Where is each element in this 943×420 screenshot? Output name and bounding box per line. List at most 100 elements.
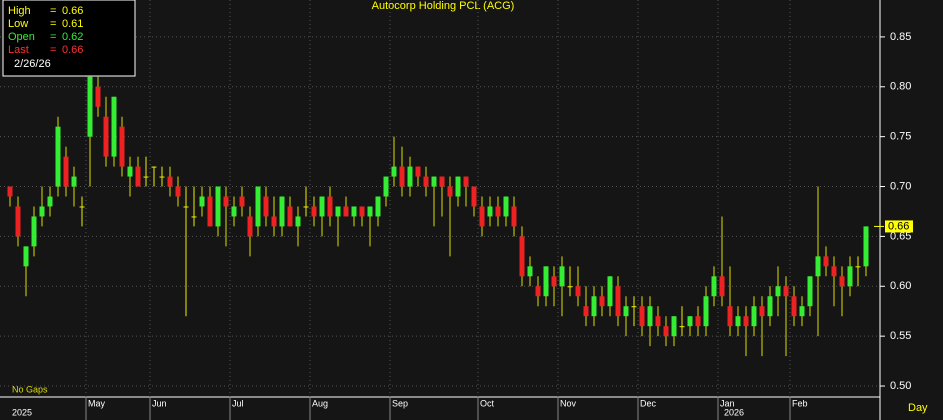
candle-body	[191, 216, 197, 218]
candle-body	[55, 126, 61, 187]
x-tick-label: Feb	[792, 398, 808, 408]
year-label: 2025	[12, 407, 32, 417]
candle-body	[399, 166, 405, 187]
candle-body	[535, 286, 541, 297]
candle-body	[207, 196, 213, 227]
candle-body	[847, 266, 853, 287]
candle-body	[183, 206, 189, 208]
candle-body	[279, 196, 285, 227]
candle-body	[383, 176, 389, 197]
x-tick-label: Nov	[560, 398, 577, 408]
x-tick-label: Jan	[720, 398, 735, 408]
info-value: 0.61	[62, 18, 83, 30]
candle-body	[575, 286, 581, 297]
candle-body	[271, 216, 277, 227]
candle-body	[311, 206, 317, 217]
candle-body	[127, 166, 133, 177]
candle-body	[87, 76, 93, 137]
period-label: Day	[908, 402, 928, 414]
x-tick-label: Aug	[312, 398, 328, 408]
candle-body	[695, 316, 701, 327]
candle-body	[215, 186, 221, 227]
info-separator: =	[50, 31, 56, 43]
candle-body	[335, 206, 341, 217]
candle-body	[439, 176, 445, 187]
y-tick-label: 0.50	[890, 380, 911, 392]
candle-body	[71, 176, 77, 187]
candle-body	[359, 206, 365, 217]
candle-body	[703, 296, 709, 327]
candle-body	[7, 186, 13, 197]
candle-body	[415, 166, 421, 177]
candle-body	[391, 166, 397, 177]
candle-body	[263, 196, 269, 217]
candle-body	[119, 126, 125, 167]
candle-body	[687, 316, 693, 327]
candle-body	[807, 276, 813, 307]
y-tick-label: 0.85	[890, 31, 911, 43]
candle-body	[471, 186, 477, 207]
candle-body	[551, 276, 557, 287]
candle-body	[15, 206, 21, 237]
info-date: 2/26/26	[14, 58, 51, 70]
candle-body	[767, 296, 773, 317]
candle-body	[519, 236, 525, 277]
candle-body	[143, 176, 149, 178]
info-value: 0.66	[62, 44, 83, 56]
candle-body	[455, 176, 461, 197]
candle-body	[295, 216, 301, 227]
x-tick-label: Dec	[640, 398, 657, 408]
candle-body	[31, 216, 37, 247]
y-tick-label: 0.80	[890, 81, 911, 93]
last-price-box	[885, 220, 913, 233]
y-tick-label: 0.75	[890, 131, 911, 143]
candle-body	[559, 266, 565, 287]
candle-body	[463, 176, 469, 187]
x-tick-label: May	[88, 398, 106, 408]
info-separator: =	[50, 44, 56, 56]
candle-body	[631, 306, 637, 308]
candle-body	[247, 216, 253, 237]
candle-body	[791, 296, 797, 317]
candle-body	[799, 306, 805, 317]
candle-body	[615, 286, 621, 317]
chart-title: Autocorp Holding PCL (ACG)	[372, 0, 515, 12]
x-tick-label: Jun	[152, 398, 167, 408]
candle-body	[103, 116, 109, 157]
candle-body	[711, 276, 717, 297]
candle-body	[95, 86, 101, 107]
info-value: 0.62	[62, 31, 83, 43]
info-label: Last	[8, 44, 29, 56]
info-separator: =	[50, 18, 56, 30]
info-label: Open	[8, 31, 35, 43]
candle-body	[583, 306, 589, 317]
candle-body	[239, 196, 245, 207]
candle-body	[783, 286, 789, 297]
x-tick-label: Sep	[392, 398, 408, 408]
candle-body	[727, 306, 733, 327]
candle-body	[63, 156, 69, 187]
gap-note: No Gaps	[12, 384, 48, 394]
candle-body	[815, 256, 821, 277]
candle-body	[543, 266, 549, 297]
candle-body	[735, 316, 741, 327]
y-tick-label: 0.65	[890, 230, 911, 242]
candle-body	[159, 176, 165, 178]
candle-body	[719, 276, 725, 297]
candle-body	[671, 316, 677, 337]
y-tick-label: 0.55	[890, 330, 911, 342]
year-label: 2026	[724, 407, 744, 417]
candle-body	[679, 326, 685, 328]
x-tick-label: Jul	[232, 398, 244, 408]
candle-body	[287, 206, 293, 227]
candle-body	[447, 186, 453, 197]
candle-body	[503, 196, 509, 217]
candle-body	[511, 206, 517, 227]
candle-body	[151, 166, 157, 168]
last-price-label: 0.66	[888, 220, 909, 232]
candle-body	[423, 176, 429, 187]
candle-body	[495, 206, 501, 217]
candle-body	[607, 276, 613, 307]
